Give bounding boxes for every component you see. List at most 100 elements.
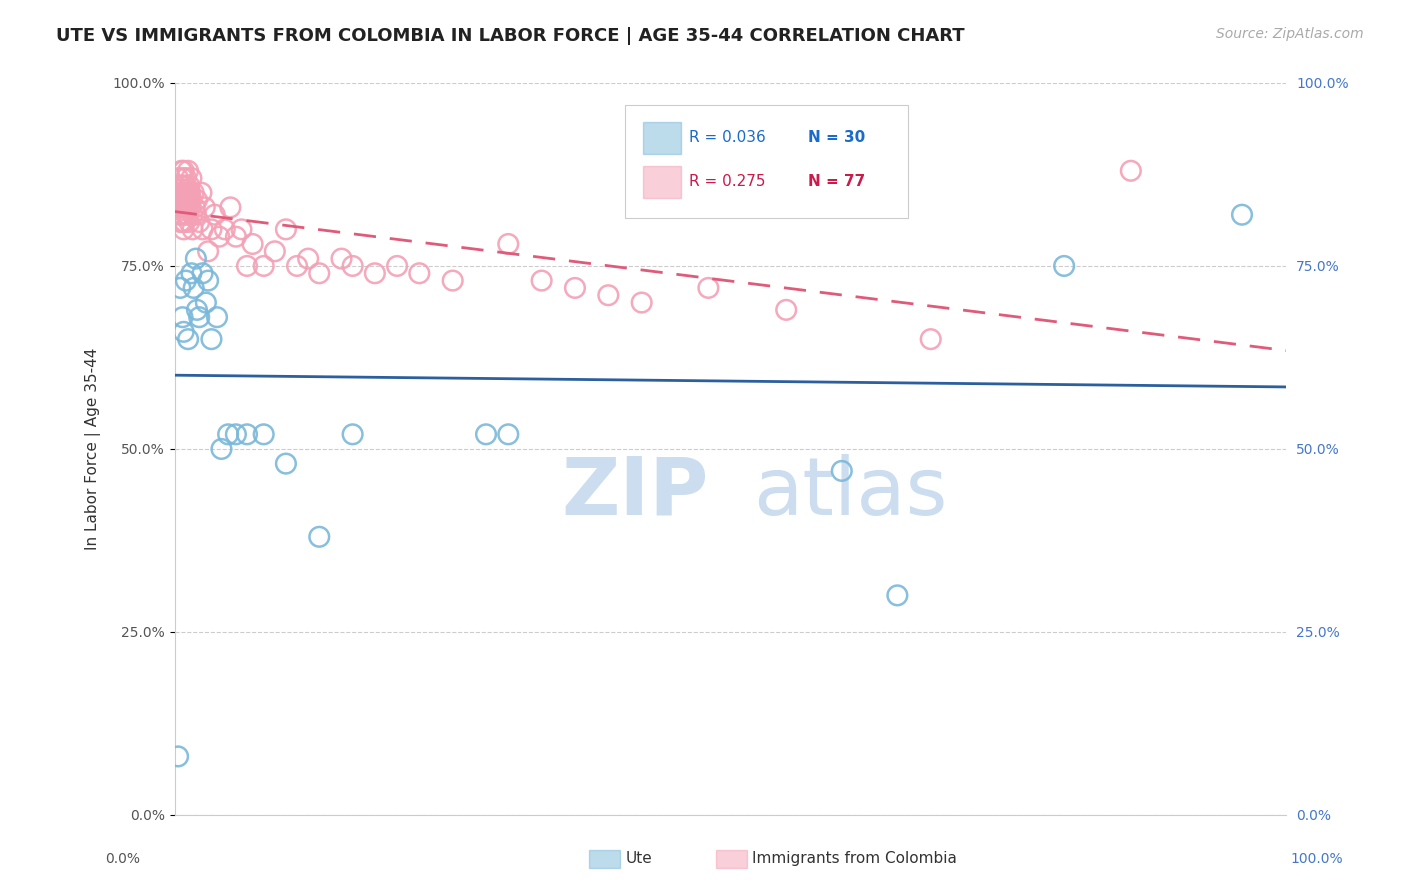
Point — [169, 193, 191, 207]
Point — [180, 266, 202, 280]
Point — [236, 259, 259, 273]
Point — [475, 427, 498, 442]
Point — [194, 200, 217, 214]
Point — [342, 427, 364, 442]
Point — [191, 266, 214, 280]
Point — [167, 171, 190, 186]
Point — [169, 215, 191, 229]
FancyBboxPatch shape — [643, 121, 681, 154]
Point — [167, 749, 190, 764]
Text: N = 30: N = 30 — [808, 129, 866, 145]
Point — [172, 215, 194, 229]
Point — [200, 222, 222, 236]
Point — [564, 281, 586, 295]
Point — [598, 288, 620, 302]
Point — [177, 186, 200, 200]
Point — [173, 178, 195, 193]
Point — [183, 186, 205, 200]
Point — [180, 193, 202, 207]
Point — [172, 193, 194, 207]
Point — [274, 222, 297, 236]
Point — [285, 259, 308, 273]
Point — [225, 427, 247, 442]
Point — [308, 266, 330, 280]
Point — [242, 237, 264, 252]
Point — [188, 310, 211, 325]
Point — [200, 332, 222, 346]
Text: N = 77: N = 77 — [808, 174, 866, 188]
Point — [180, 171, 202, 186]
Point — [831, 464, 853, 478]
Point — [253, 427, 276, 442]
Point — [167, 186, 190, 200]
Point — [177, 332, 200, 346]
Text: Source: ZipAtlas.com: Source: ZipAtlas.com — [1216, 27, 1364, 41]
Point — [211, 442, 233, 456]
Point — [190, 186, 212, 200]
Point — [177, 163, 200, 178]
Point — [173, 200, 195, 214]
Point — [176, 186, 198, 200]
Point — [166, 193, 188, 207]
Point — [179, 186, 201, 200]
Point — [172, 310, 194, 325]
Text: ZIP: ZIP — [561, 454, 709, 532]
Point — [174, 208, 197, 222]
Point — [274, 457, 297, 471]
Point — [217, 427, 239, 442]
Point — [204, 208, 226, 222]
Text: atlas: atlas — [752, 454, 948, 532]
Point — [186, 193, 208, 207]
Point — [191, 222, 214, 236]
Point — [697, 281, 720, 295]
Point — [174, 274, 197, 288]
Point — [408, 266, 430, 280]
Point — [308, 530, 330, 544]
Point — [188, 215, 211, 229]
Point — [1053, 259, 1076, 273]
Point — [231, 222, 253, 236]
Point — [181, 222, 204, 236]
Text: UTE VS IMMIGRANTS FROM COLOMBIA IN LABOR FORCE | AGE 35-44 CORRELATION CHART: UTE VS IMMIGRANTS FROM COLOMBIA IN LABOR… — [56, 27, 965, 45]
Point — [174, 193, 197, 207]
Point — [253, 259, 276, 273]
Point — [225, 229, 247, 244]
Point — [173, 215, 195, 229]
Y-axis label: In Labor Force | Age 35-44: In Labor Force | Age 35-44 — [86, 348, 101, 550]
Point — [172, 171, 194, 186]
Point — [297, 252, 319, 266]
Text: R = 0.275: R = 0.275 — [689, 174, 766, 188]
Point — [441, 274, 464, 288]
Point — [1230, 208, 1253, 222]
Point — [775, 302, 797, 317]
Point — [214, 222, 236, 236]
Point — [920, 332, 942, 346]
Point — [205, 310, 228, 325]
FancyBboxPatch shape — [626, 105, 908, 219]
Point — [184, 252, 207, 266]
Point — [177, 208, 200, 222]
Point — [184, 208, 207, 222]
Point — [174, 171, 197, 186]
Point — [498, 237, 520, 252]
Point — [179, 200, 201, 214]
Point — [169, 178, 191, 193]
Text: Ute: Ute — [626, 852, 652, 866]
Point — [194, 295, 217, 310]
Point — [179, 193, 201, 207]
Point — [179, 178, 201, 193]
Point — [530, 274, 553, 288]
Point — [173, 186, 195, 200]
Point — [197, 244, 219, 259]
Point — [630, 295, 652, 310]
Point — [170, 208, 193, 222]
Point — [236, 427, 259, 442]
Text: 0.0%: 0.0% — [105, 852, 141, 866]
Text: 100.0%: 100.0% — [1291, 852, 1343, 866]
Point — [385, 259, 408, 273]
Point — [179, 215, 201, 229]
Point — [886, 588, 908, 602]
Point — [173, 200, 195, 214]
Point — [167, 200, 190, 214]
Point — [173, 222, 195, 236]
